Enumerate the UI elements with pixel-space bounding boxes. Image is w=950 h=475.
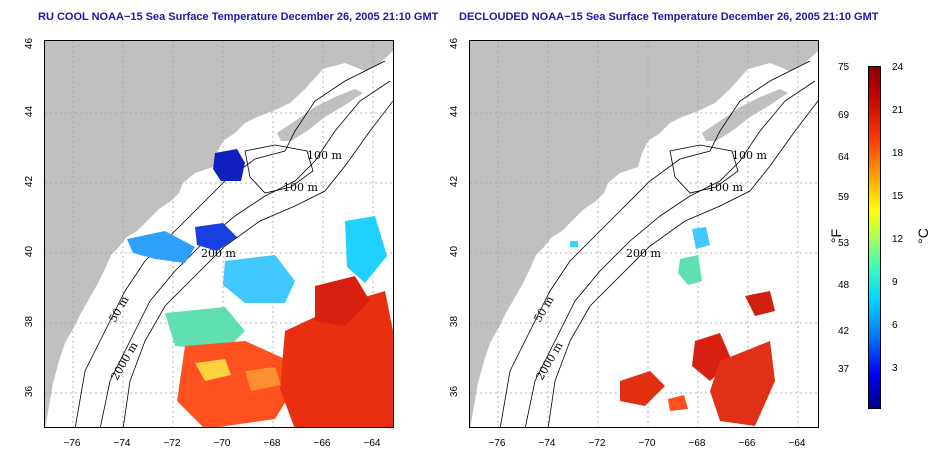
nova-scotia bbox=[702, 89, 788, 141]
y-tick: 42 bbox=[24, 175, 36, 188]
right-map-canvas: 100 m 100 m 200 m 50 m 2000 m bbox=[470, 41, 818, 427]
contour-label-200m: 200 m bbox=[201, 247, 236, 260]
x-tick: −76 bbox=[488, 438, 506, 449]
y-tick: 36 bbox=[24, 385, 36, 398]
contour-label-100m-2: 100 m bbox=[708, 181, 743, 194]
x-tick: −64 bbox=[363, 438, 381, 449]
colorbar-c-tick: 24 bbox=[892, 62, 904, 73]
colorbar-f-tick: 59 bbox=[838, 192, 850, 203]
bathymetry-contours bbox=[499, 60, 818, 427]
colorbar-f-tick: 69 bbox=[838, 110, 850, 121]
x-tick: −74 bbox=[538, 438, 556, 449]
contour-label-200m: 200 m bbox=[626, 247, 661, 260]
left-map-title: RU COOL NOAA−15 Sea Surface Temperature … bbox=[38, 11, 439, 23]
colorbar-f-tick: 42 bbox=[838, 326, 850, 337]
y-tick: 38 bbox=[24, 315, 36, 328]
x-tick: −66 bbox=[738, 438, 756, 449]
y-tick: 44 bbox=[24, 105, 36, 118]
colorbar-c-tick: 15 bbox=[892, 191, 904, 202]
y-tick: 42 bbox=[449, 175, 461, 188]
sst-patches bbox=[127, 149, 393, 427]
y-tick: 38 bbox=[449, 315, 461, 328]
x-tick: −72 bbox=[588, 438, 606, 449]
sst-patches bbox=[570, 227, 775, 426]
contour-label-100m: 100 m bbox=[307, 149, 342, 162]
land-mass bbox=[45, 41, 393, 427]
right-map-title: DECLOUDED NOAA−15 Sea Surface Temperatur… bbox=[459, 11, 879, 23]
contour-label-2000m: 2000 m bbox=[108, 339, 141, 382]
colorbar-c-tick: 18 bbox=[892, 148, 904, 159]
right-sst-map: 100 m 100 m 200 m 50 m 2000 m bbox=[469, 40, 819, 428]
nova-scotia bbox=[277, 89, 363, 141]
temperature-colorbar bbox=[868, 66, 881, 409]
contour-label-50m: 50 m bbox=[531, 293, 557, 324]
colorbar-f-tick: 37 bbox=[838, 364, 850, 375]
y-tick: 44 bbox=[449, 105, 461, 118]
x-tick: −74 bbox=[113, 438, 131, 449]
x-tick: −66 bbox=[313, 438, 331, 449]
x-tick: −76 bbox=[63, 438, 81, 449]
contour-label-2000m: 2000 m bbox=[533, 339, 566, 382]
x-tick: −68 bbox=[688, 438, 706, 449]
colorbar-c-tick: 21 bbox=[892, 105, 904, 116]
colorbar-c-tick: 3 bbox=[892, 363, 898, 374]
x-tick: −70 bbox=[638, 438, 656, 449]
x-tick: −68 bbox=[263, 438, 281, 449]
left-map-canvas: 100 m 100 m 200 m 50 m 2000 m bbox=[45, 41, 393, 427]
colorbar-unit-celsius: °C bbox=[914, 228, 931, 244]
colorbar-f-tick: 53 bbox=[838, 238, 850, 249]
y-tick: 40 bbox=[24, 245, 36, 258]
bathymetry-contours bbox=[74, 60, 393, 427]
left-sst-map: 100 m 100 m 200 m 50 m 2000 m bbox=[44, 40, 394, 428]
y-tick: 46 bbox=[449, 37, 461, 50]
colorbar-c-tick: 12 bbox=[892, 234, 904, 245]
contour-label-50m: 50 m bbox=[106, 293, 132, 324]
colorbar-c-tick: 9 bbox=[892, 277, 898, 288]
y-tick: 36 bbox=[449, 385, 461, 398]
colorbar-unit-fahrenheit: °F bbox=[828, 228, 845, 244]
colorbar-f-tick: 64 bbox=[838, 152, 850, 163]
x-tick: −64 bbox=[788, 438, 806, 449]
contour-label-100m: 100 m bbox=[732, 149, 767, 162]
x-tick: −70 bbox=[213, 438, 231, 449]
contour-label-100m-2: 100 m bbox=[283, 181, 318, 194]
colorbar-f-tick: 48 bbox=[838, 280, 850, 291]
x-tick: −72 bbox=[163, 438, 181, 449]
land-mass bbox=[470, 41, 818, 427]
colorbar-c-tick: 6 bbox=[892, 320, 898, 331]
y-tick: 40 bbox=[449, 245, 461, 258]
y-tick: 46 bbox=[24, 37, 36, 50]
colorbar-f-tick: 75 bbox=[838, 62, 850, 73]
